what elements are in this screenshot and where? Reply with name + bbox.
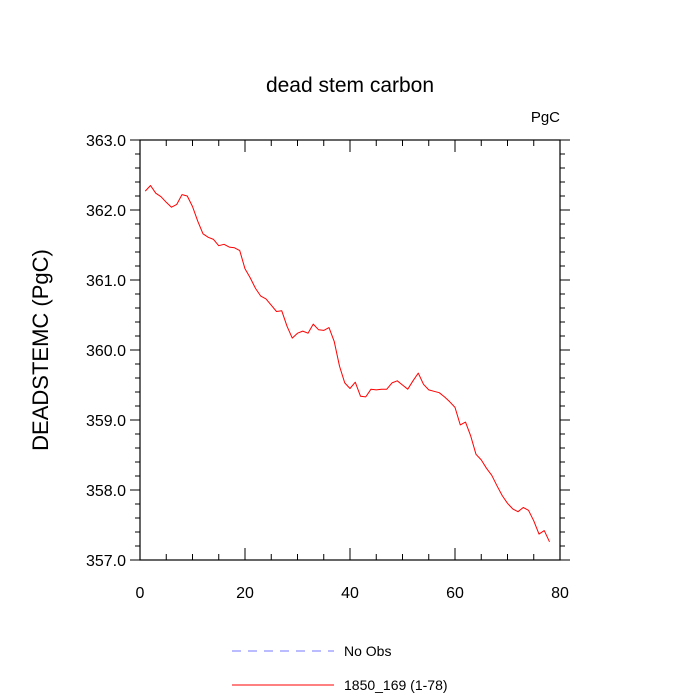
x-tick-label: 40 xyxy=(341,585,359,602)
series-layer xyxy=(144,185,550,543)
legend-label-1850-169: 1850_169 (1-78) xyxy=(344,677,448,693)
x-tick-label: 20 xyxy=(236,585,254,602)
x-tick-label: 0 xyxy=(136,585,145,602)
legend: No Obs 1850_169 (1-78) xyxy=(232,643,448,693)
x-tick-labels: 0 20 40 60 80 xyxy=(136,585,569,602)
y-tick-label: 362.0 xyxy=(86,203,126,220)
y-tick-labels: 357.0 358.0 359.0 360.0 361.0 362.0 363.0 xyxy=(86,133,126,570)
y-tick-label: 357.0 xyxy=(86,553,126,570)
y-tick-label: 359.0 xyxy=(86,413,126,430)
y-tick-label: 363.0 xyxy=(86,133,126,150)
x-tick-label: 60 xyxy=(446,585,464,602)
series-line-1 xyxy=(144,185,550,543)
y-tick-label: 361.0 xyxy=(86,273,126,290)
chart-title: dead stem carbon xyxy=(266,74,434,97)
y-tick-label: 358.0 xyxy=(86,483,126,500)
x-tick-label: 80 xyxy=(551,585,569,602)
y-tick-label: 360.0 xyxy=(86,343,126,360)
plot-frame xyxy=(139,139,561,561)
legend-label-no-obs: No Obs xyxy=(344,643,391,659)
axis-ticks xyxy=(130,139,570,561)
y-axis-title: DEADSTEMC (PgC) xyxy=(28,249,53,451)
units-label: PgC xyxy=(531,109,560,126)
